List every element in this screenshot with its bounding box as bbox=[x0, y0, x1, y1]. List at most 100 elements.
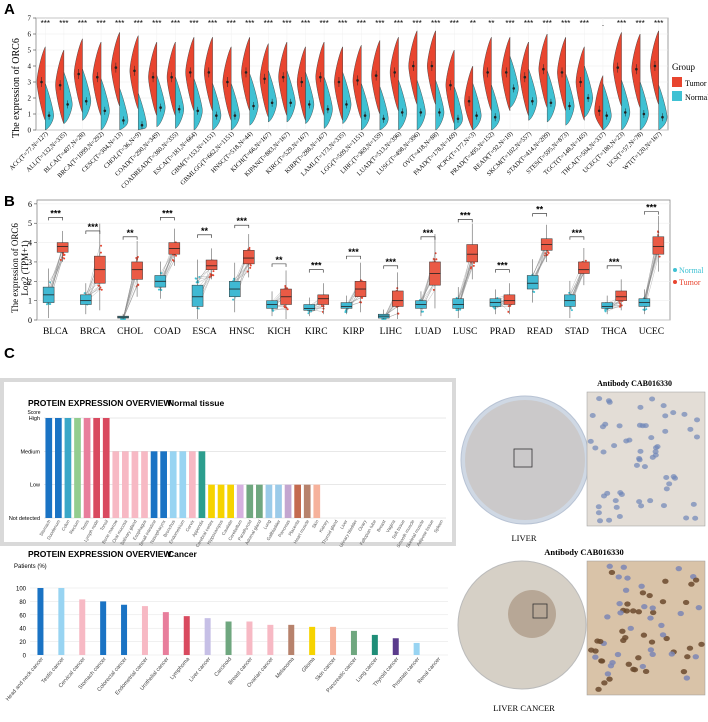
cancer-nucleus bbox=[598, 658, 605, 664]
b-box-tumor bbox=[391, 290, 404, 307]
c-bar bbox=[160, 451, 167, 518]
b-pair-line bbox=[309, 305, 324, 314]
liver-nucleus bbox=[666, 481, 673, 487]
b-xtick-label: STAD bbox=[565, 327, 589, 337]
cancer-nucleus bbox=[609, 659, 616, 666]
b-pair-line bbox=[271, 285, 287, 302]
d-bar bbox=[162, 612, 169, 655]
liver-nucleus bbox=[648, 435, 655, 441]
c-bar bbox=[217, 484, 225, 518]
a-violin-tumor bbox=[259, 42, 269, 118]
c-level-label: High bbox=[29, 416, 40, 422]
c-bar bbox=[112, 451, 120, 518]
liver-nucleus bbox=[616, 423, 623, 429]
b-point-tumor bbox=[320, 305, 323, 308]
b-xtick-label: CHOL bbox=[117, 327, 143, 337]
liver-nucleus bbox=[694, 417, 701, 423]
b-xtick-label: BRCA bbox=[80, 327, 106, 337]
b-point-tumor bbox=[97, 284, 100, 287]
liver-nucleus bbox=[617, 490, 624, 496]
b-point-tumor bbox=[62, 252, 65, 255]
cancer-nucleus bbox=[604, 671, 612, 677]
a-violin-tumor bbox=[612, 31, 622, 107]
cancer-nucleus bbox=[617, 610, 624, 616]
d-ytick-label: 80 bbox=[19, 600, 26, 606]
liver-nucleus bbox=[692, 515, 699, 521]
panel-d-cancer: PROTEIN EXPRESSION OVERVIEW Cancer Patie… bbox=[5, 547, 706, 713]
cancer-nucleus bbox=[629, 608, 637, 614]
c-tissue-label: Colon bbox=[61, 519, 71, 532]
c-bar bbox=[45, 418, 53, 518]
liver-nucleus bbox=[660, 503, 667, 509]
b-box-tumor bbox=[503, 294, 516, 305]
cancer-nucleus bbox=[684, 654, 691, 660]
b-point-tumor bbox=[361, 296, 364, 299]
a-significance: *** bbox=[561, 19, 570, 28]
liver-nucleus bbox=[654, 444, 661, 450]
liver-nucleus bbox=[602, 421, 609, 427]
c-tissue-label: Liver bbox=[339, 519, 348, 530]
a-violin-normal bbox=[323, 77, 333, 129]
cancer-nucleus bbox=[692, 577, 700, 583]
cancer-nucleus bbox=[635, 609, 643, 615]
liver-tissue-core-image bbox=[460, 395, 590, 525]
a-violin-tumor bbox=[315, 41, 325, 117]
a-violin-tumor bbox=[482, 36, 492, 112]
b-significance: *** bbox=[572, 228, 583, 238]
liver-zoom-box bbox=[513, 448, 533, 468]
cancer-nucleus bbox=[616, 601, 623, 607]
b-pair-line bbox=[48, 249, 63, 294]
liver-nucleus bbox=[652, 452, 659, 458]
c-bar bbox=[198, 451, 206, 518]
b-box-tumor bbox=[205, 259, 218, 270]
d-bar bbox=[371, 634, 378, 655]
c-bar bbox=[313, 484, 321, 518]
panel-c-antibody: Antibody CAB016330 bbox=[597, 379, 672, 388]
a-violin-normal bbox=[342, 72, 352, 124]
panel-a-ylabel: The expression of ORC6 bbox=[11, 38, 22, 138]
panel-d-subtitle: Cancer bbox=[168, 549, 198, 559]
a-violin-normal bbox=[584, 65, 593, 118]
b-point-tumor bbox=[547, 252, 550, 255]
liver-nucleus bbox=[683, 515, 690, 521]
b-box-tumor bbox=[56, 242, 69, 253]
liver-nucleus bbox=[660, 403, 667, 409]
a-significance: *** bbox=[227, 19, 236, 28]
cancer-nucleus bbox=[692, 654, 699, 660]
b-sig-bracket bbox=[346, 255, 361, 260]
legend-dot-tumor bbox=[673, 280, 677, 284]
b-box-normal bbox=[452, 298, 464, 309]
a-significance: *** bbox=[59, 19, 68, 28]
a-violin-tumor bbox=[129, 34, 139, 110]
c-tissue-label: Vagina bbox=[385, 519, 396, 534]
a-violin-tumor bbox=[631, 33, 641, 109]
panel-c-title: PROTEIN EXPRESSION OVERVIEW bbox=[28, 398, 172, 408]
a-violin-normal bbox=[45, 83, 54, 131]
a-violin-tumor bbox=[575, 46, 585, 122]
a-violin-normal bbox=[546, 70, 556, 123]
liver-cancer-zoom-image bbox=[586, 560, 706, 696]
b-sig-bracket bbox=[197, 234, 212, 238]
b-box-tumor bbox=[578, 261, 590, 274]
legend-dot-normal bbox=[673, 268, 677, 272]
b-point-normal bbox=[570, 309, 573, 312]
a-violin-normal bbox=[639, 81, 649, 131]
b-pair-line bbox=[197, 275, 212, 283]
a-violin-normal bbox=[305, 72, 315, 124]
liver-core-stain bbox=[465, 400, 585, 520]
b-point-normal bbox=[459, 308, 462, 311]
a-violin-normal bbox=[193, 78, 203, 131]
b-sig-bracket bbox=[532, 213, 547, 217]
b-ytick-label: 1 bbox=[28, 297, 32, 306]
a-violin-tumor bbox=[204, 36, 213, 112]
b-point-tumor bbox=[99, 251, 102, 254]
d-ytick-label: 60 bbox=[19, 613, 26, 619]
b-sig-bracket bbox=[644, 211, 659, 215]
liver-nucleus bbox=[687, 426, 694, 432]
d-bar bbox=[413, 642, 420, 655]
cancer-nucleus bbox=[649, 651, 656, 657]
cancer-nucleus bbox=[608, 569, 616, 576]
cancer-nucleus bbox=[601, 680, 608, 686]
b-point-tumor bbox=[136, 255, 139, 258]
